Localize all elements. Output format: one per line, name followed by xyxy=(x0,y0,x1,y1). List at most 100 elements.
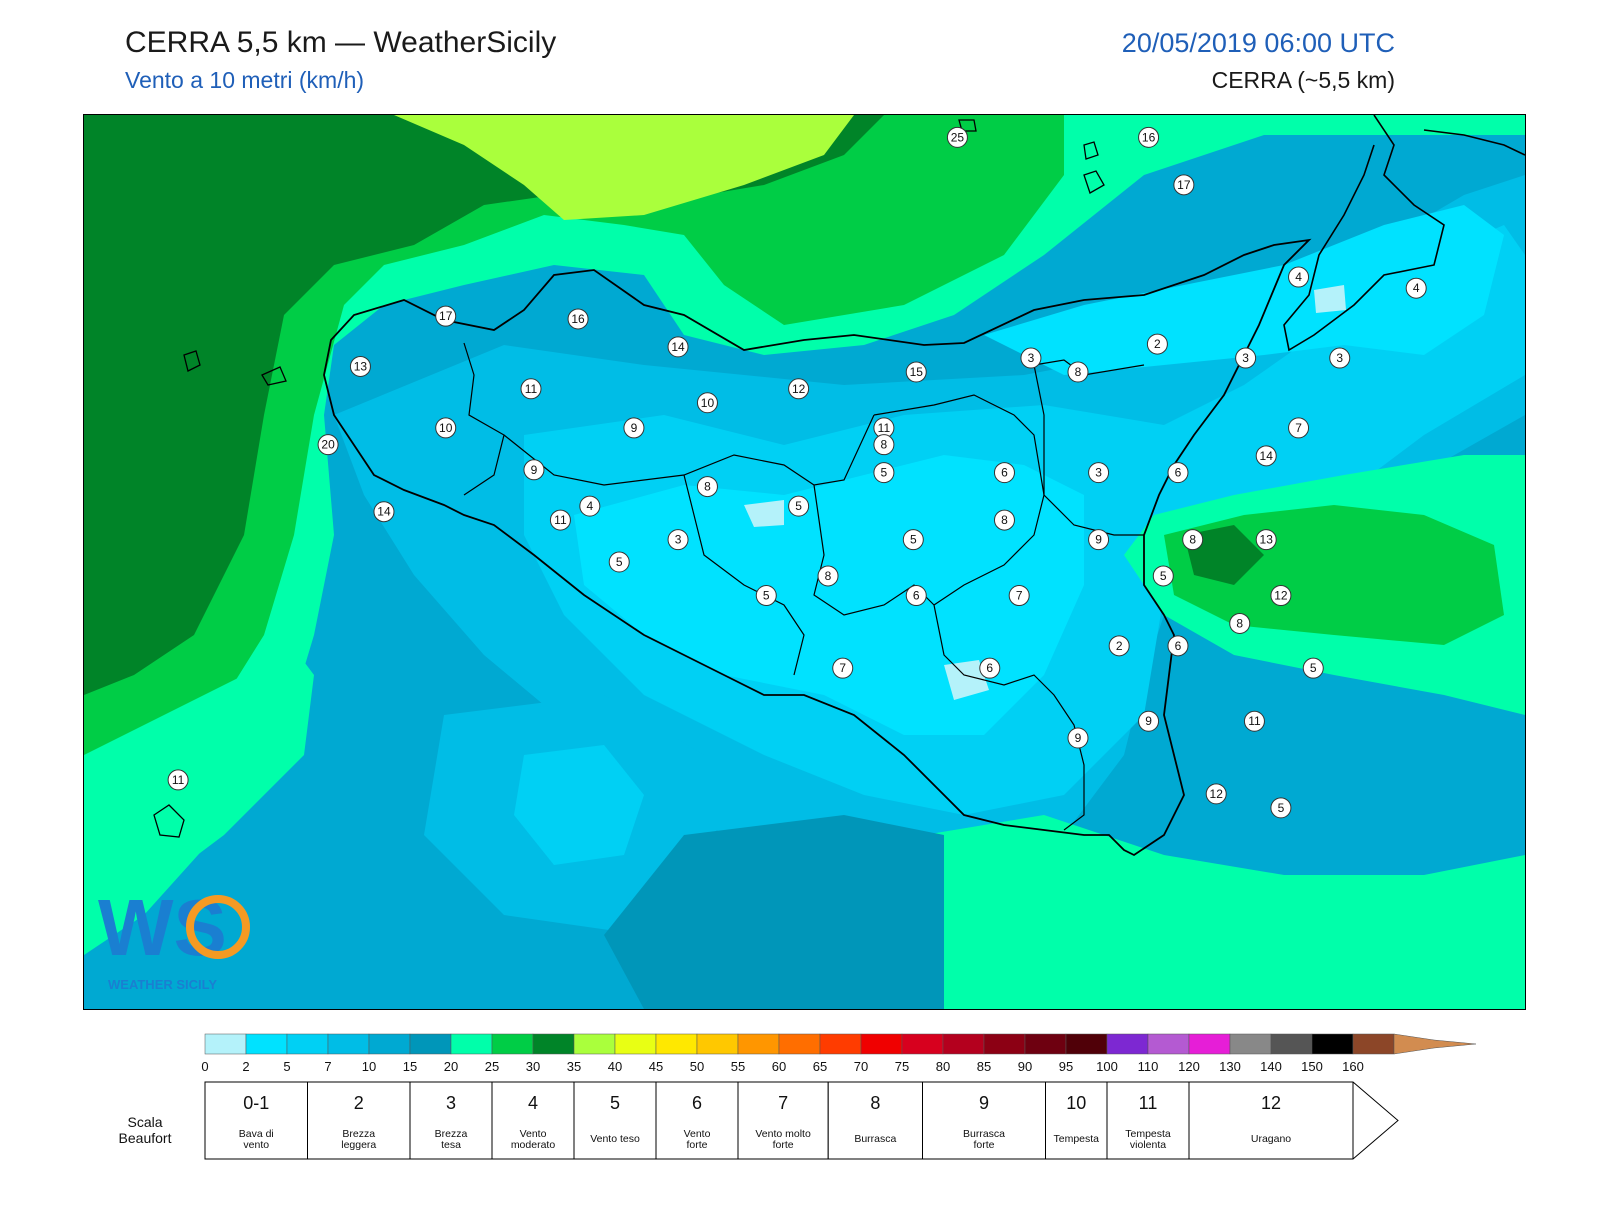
station-marker xyxy=(993,509,1015,531)
province-border-enna xyxy=(873,394,1045,606)
station-marker xyxy=(549,509,571,531)
colorbar-cell xyxy=(1065,1033,1108,1055)
station-value: 15 xyxy=(905,361,927,383)
station-marker xyxy=(1088,462,1110,484)
beaufort-desc: Vento xyxy=(684,1128,711,1140)
station-marker xyxy=(623,417,645,439)
station-marker xyxy=(1088,529,1110,551)
colorbar-tick-label: 7 xyxy=(324,1059,331,1074)
wind-field-0-2-a xyxy=(744,500,784,527)
station-value: 6 xyxy=(979,657,1001,679)
station-value: 3 xyxy=(1235,347,1257,369)
colorbar-cell xyxy=(532,1033,575,1055)
colorbar-tick-label: 95 xyxy=(1059,1059,1073,1074)
station-value-label: 4 xyxy=(1413,281,1420,295)
station-marker xyxy=(1288,266,1310,288)
station-value-label: 11 xyxy=(172,773,185,787)
wind-field-20-25 xyxy=(84,115,1064,835)
station-value-label: 5 xyxy=(616,555,623,569)
station-value: 13 xyxy=(1255,529,1277,551)
station-value-label: 2 xyxy=(1116,639,1123,653)
colorbar-cell xyxy=(573,1033,616,1055)
station-value-label: 8 xyxy=(1189,533,1196,547)
station-marker xyxy=(1270,585,1292,607)
beaufort-title-2: Beaufort xyxy=(119,1130,172,1146)
station-value: 2 xyxy=(1108,635,1130,657)
colorbar-cell xyxy=(286,1033,329,1055)
map-subtitle: Vento a 10 metri (km/h) xyxy=(125,67,365,93)
province-border-ragusa xyxy=(933,604,1085,831)
station-value: 13 xyxy=(349,355,371,377)
colorbar-tick-label: 45 xyxy=(649,1059,663,1074)
province-border-caltanissetta xyxy=(813,484,935,616)
island-egadi-2 xyxy=(261,366,287,386)
station-value-label: 11 xyxy=(554,513,567,527)
colorbar-arrow xyxy=(1393,1033,1477,1055)
station-value: 12 xyxy=(788,378,810,400)
station-value: 8 xyxy=(696,476,718,498)
colorbar-cell xyxy=(1270,1033,1313,1055)
beaufort-desc-2: forte xyxy=(773,1139,794,1151)
station-value: 4 xyxy=(1405,277,1427,299)
station-value-label: 8 xyxy=(704,480,711,494)
station-value: 5 xyxy=(873,462,895,484)
colorbar-tick-label: 40 xyxy=(608,1059,622,1074)
station-value-label: 5 xyxy=(1160,569,1167,583)
colorbar-tick-label: 110 xyxy=(1138,1059,1159,1074)
logo-sun-icon xyxy=(186,895,250,959)
colorbar xyxy=(204,1033,1477,1055)
colorbar-cell xyxy=(368,1033,411,1055)
colorbar-cell xyxy=(696,1033,739,1055)
station-value: 12 xyxy=(1205,783,1227,805)
station-marker xyxy=(1167,462,1189,484)
station-marker xyxy=(1008,585,1030,607)
station-value: 5 xyxy=(1152,565,1174,587)
station-value: 3 xyxy=(1088,462,1110,484)
station-value-label: 7 xyxy=(839,661,846,675)
station-marker xyxy=(667,529,689,551)
station-marker xyxy=(832,657,854,679)
wind-field-30-35 xyxy=(394,115,854,220)
beaufort-desc-2: forte xyxy=(686,1139,707,1151)
colorbar-cell xyxy=(655,1033,698,1055)
beaufort-desc: Uragano xyxy=(1251,1133,1291,1145)
station-value: 9 xyxy=(623,417,645,439)
station-marker xyxy=(520,378,542,400)
station-value-label: 8 xyxy=(881,438,888,452)
station-value: 25 xyxy=(946,126,968,148)
station-value: 9 xyxy=(1138,710,1160,732)
station-value-label: 9 xyxy=(531,463,538,477)
station-marker xyxy=(1243,710,1265,732)
colorbar-cell xyxy=(245,1033,288,1055)
station-marker xyxy=(1270,797,1292,819)
colorbar-tick-label: 100 xyxy=(1096,1059,1118,1074)
station-value-label: 9 xyxy=(1145,714,1152,728)
colorbar-tick-label: 65 xyxy=(813,1059,827,1074)
station-value: 17 xyxy=(435,305,457,327)
colorbar-tick-label: 85 xyxy=(977,1059,991,1074)
colorbar-tick-label: 10 xyxy=(362,1059,376,1074)
station-marker xyxy=(608,551,630,573)
station-value: 7 xyxy=(1288,417,1310,439)
beaufort-number: 0-1 xyxy=(243,1093,269,1113)
station-value-label: 6 xyxy=(1001,466,1008,480)
station-value: 20 xyxy=(317,434,339,456)
station-value-label: 13 xyxy=(354,359,368,373)
beaufort-number: 2 xyxy=(354,1093,364,1113)
beaufort-desc: Tempesta xyxy=(1125,1128,1171,1140)
station-value-label: 11 xyxy=(525,382,538,396)
colorbar-tick-label: 120 xyxy=(1178,1059,1200,1074)
station-value-label: 8 xyxy=(1236,616,1243,630)
station-value-label: 7 xyxy=(1295,421,1302,435)
station-value-label: 12 xyxy=(792,382,806,396)
station-value-label: 2 xyxy=(1154,337,1161,351)
colorbar-tick-label: 60 xyxy=(772,1059,786,1074)
wind-field-w-green xyxy=(84,635,314,915)
station-marker xyxy=(905,585,927,607)
